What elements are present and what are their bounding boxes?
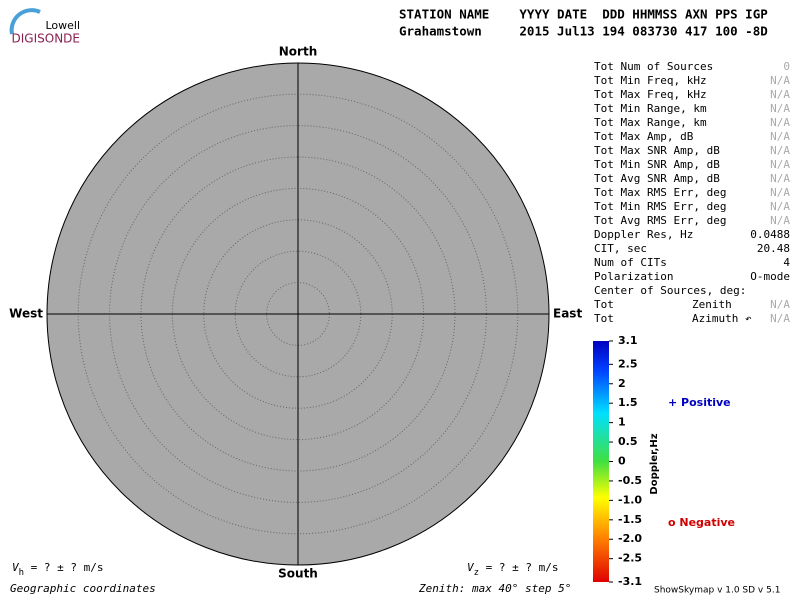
stat-sub: Zenith [692,298,732,311]
stat-label: Tot Min RMS Err, deg [594,200,726,213]
stat-label: Tot Min Range, km [594,102,707,115]
stat-label: Tot [594,312,614,325]
legend-negative: o Negative [668,516,735,529]
vh: Vh = ? ± ? m/s [12,561,104,578]
colorbar-tick-label: -2.0 [618,532,642,545]
stat-value: N/A [770,172,790,185]
colorbar [593,341,609,582]
stat-label: Doppler Res, Hz [594,228,693,241]
colorbar-tick-label: 0 [618,455,626,468]
stat-label: Tot [594,298,614,311]
stat-value: N/A [770,116,790,129]
logo-arc [9,8,41,35]
north-label: North [279,45,317,59]
colorbar-tick-label: 2.5 [618,357,638,370]
stat-value: O-mode [750,270,790,283]
stat-label: Polarization [594,270,673,283]
stat-label: Tot Max Freq, kHz [594,88,707,101]
east-label: East [553,307,582,321]
logo-bottom: DIGISONDE [12,32,80,46]
colorbar-tick-label: 3.1 [618,334,638,347]
stat-label: Tot Max RMS Err, deg [594,186,726,199]
stat-label: Tot Max SNR Amp, dB [594,144,720,157]
stat-value: N/A [770,88,790,101]
stat-value: N/A [770,298,790,311]
stat-label: Num of CITs [594,256,667,269]
stat-value: N/A [770,74,790,87]
stat-value: 20.48 [757,242,790,255]
stat-label: CIT, sec [594,242,647,255]
version: ShowSkymap v 1.0 SD v 5.1 [654,586,780,596]
vz: Vz = ? ± ? m/s [467,561,559,578]
stat-value: N/A [770,200,790,213]
coords: Geographic coordinates [10,582,156,595]
stat-value: N/A [770,102,790,115]
colorbar-tick-label: 1.5 [618,396,638,409]
west-label: West [9,307,43,321]
colorbar-tick-label: -3.1 [618,575,642,588]
stat-value: 4 [783,256,790,269]
colorbar-ticks: 3.1 2.5 2 1.5 1 0.5 0 -0.5 -1.0 -1.5 -2.0 -2.5 -3.1 [609,334,642,588]
colorbar-tick-label: -0.5 [618,474,642,487]
legend-positive: + Positive [668,396,731,409]
stat-label: Tot Max Range, km [594,116,707,129]
stat-label: Center of Sources, deg: [594,284,746,297]
colorbar-tick-label: -2.5 [618,552,642,565]
stat-label: Tot Avg SNR Amp, dB [594,172,720,185]
header-values: Grahamstown 2015 Jul13 194 083730 417 10… [399,24,768,39]
logo-top: Lowell [45,19,80,32]
stat-label: Tot Num of Sources [594,60,713,73]
stats: Tot Num of Sources 0 Tot Min Freq, kHz N/A T… [594,60,790,325]
zenith-info: Zenith: max 40° step 5° [418,582,571,595]
header-labels: STATION NAME YYYY DATE DDD HHMMSS AXN PP… [399,7,768,22]
stat-value: N/A [770,144,790,157]
stat-value: 0.0488 [750,228,790,241]
colorbar-tick-label: -1.0 [618,493,642,506]
colorbar-tick-label: 1 [618,416,626,429]
stat-value: N/A [770,312,790,325]
stat-label: Tot Max Amp, dB [594,130,694,143]
colorbar-tick-label: 0.5 [618,435,638,448]
colorbar-tick-label: 2 [618,377,626,390]
colorbar-label: Doppler,Hz [649,433,660,494]
stat-value: 0 [783,60,790,73]
colorbar-tick-label: -1.5 [618,513,642,526]
stat-label: Tot Avg RMS Err, deg [594,214,726,227]
south-label: South [278,567,318,581]
stat-label: Tot Min SNR Amp, dB [594,158,720,171]
stat-sub: Azimuth ↶ [692,312,752,325]
stat-value: N/A [770,214,790,227]
stat-value: N/A [770,158,790,171]
stat-value: N/A [770,130,790,143]
stat-value: N/A [770,186,790,199]
stat-label: Tot Min Freq, kHz [594,74,707,87]
